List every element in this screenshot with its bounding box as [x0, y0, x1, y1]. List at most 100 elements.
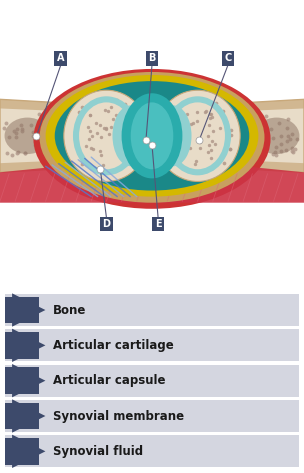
Point	[88, 144, 93, 151]
Point	[106, 99, 111, 107]
Text: B: B	[148, 53, 156, 63]
Point	[220, 136, 225, 143]
Point	[91, 135, 96, 143]
Point	[76, 135, 81, 143]
Point	[169, 147, 174, 154]
Point	[210, 140, 215, 147]
Point	[38, 120, 43, 127]
Point	[91, 146, 96, 153]
Point	[214, 99, 219, 107]
Point	[84, 116, 89, 123]
Point	[98, 133, 103, 140]
Point	[66, 146, 71, 153]
Point	[23, 149, 28, 157]
Point	[224, 127, 229, 135]
Point	[88, 111, 93, 118]
Point	[102, 106, 107, 114]
Point	[192, 161, 197, 168]
Point	[56, 147, 61, 155]
Point	[166, 127, 171, 134]
Point	[81, 146, 86, 154]
Point	[285, 137, 290, 144]
Point	[79, 115, 84, 123]
Point	[128, 118, 133, 126]
Point	[174, 132, 179, 140]
Point	[234, 118, 239, 125]
Point	[14, 149, 19, 156]
Ellipse shape	[131, 102, 173, 169]
Point	[77, 108, 82, 116]
Point	[176, 131, 181, 139]
Point	[95, 157, 100, 165]
Point	[215, 127, 220, 135]
Point	[164, 148, 168, 156]
Point	[209, 114, 214, 121]
Text: D: D	[18, 411, 27, 421]
Point	[221, 107, 226, 114]
Point	[209, 165, 214, 172]
Point	[213, 121, 218, 129]
Point	[247, 116, 252, 123]
Polygon shape	[198, 99, 304, 172]
Point	[65, 135, 70, 142]
Point	[19, 122, 24, 129]
Point	[271, 134, 276, 142]
Point	[55, 111, 60, 119]
Point	[213, 140, 218, 148]
Point	[204, 108, 209, 116]
Point	[289, 145, 294, 152]
Point	[235, 117, 240, 125]
Point	[117, 140, 122, 148]
Point	[44, 119, 49, 126]
Point	[175, 122, 180, 130]
Point	[279, 147, 284, 155]
Point	[219, 152, 223, 159]
Point	[62, 127, 67, 135]
Point	[75, 140, 80, 148]
Point	[132, 128, 137, 136]
Ellipse shape	[46, 75, 258, 197]
Point	[77, 131, 81, 139]
Point	[88, 127, 92, 134]
Point	[102, 124, 106, 131]
Point	[249, 148, 254, 156]
Text: Bone: Bone	[53, 304, 87, 316]
Point	[164, 153, 169, 160]
Point	[88, 137, 92, 144]
Point	[96, 100, 101, 108]
Point	[68, 143, 73, 150]
Point	[44, 152, 49, 160]
FancyArrowPatch shape	[12, 399, 45, 433]
Point	[56, 128, 60, 135]
Point	[131, 131, 136, 138]
Point	[248, 118, 253, 126]
Point	[249, 133, 254, 141]
Point	[174, 156, 179, 164]
Point	[128, 121, 133, 128]
Point	[252, 111, 257, 119]
Point	[104, 125, 109, 132]
Text: C: C	[18, 376, 26, 385]
Point	[124, 126, 129, 133]
Point	[46, 119, 51, 127]
Point	[75, 138, 80, 146]
Ellipse shape	[40, 72, 264, 203]
Point	[262, 129, 267, 136]
Ellipse shape	[5, 118, 50, 154]
Point	[117, 126, 122, 133]
Point	[35, 123, 40, 130]
Point	[162, 126, 167, 133]
Point	[223, 139, 227, 146]
Point	[285, 124, 290, 132]
Point	[193, 158, 198, 165]
Point	[264, 131, 269, 139]
Point	[263, 121, 268, 128]
Point	[113, 120, 118, 127]
Point	[73, 113, 78, 121]
Point	[221, 111, 226, 118]
Point	[101, 161, 105, 168]
Point	[116, 137, 121, 144]
Point	[293, 146, 298, 153]
Text: A: A	[57, 53, 64, 63]
Point	[80, 160, 85, 167]
